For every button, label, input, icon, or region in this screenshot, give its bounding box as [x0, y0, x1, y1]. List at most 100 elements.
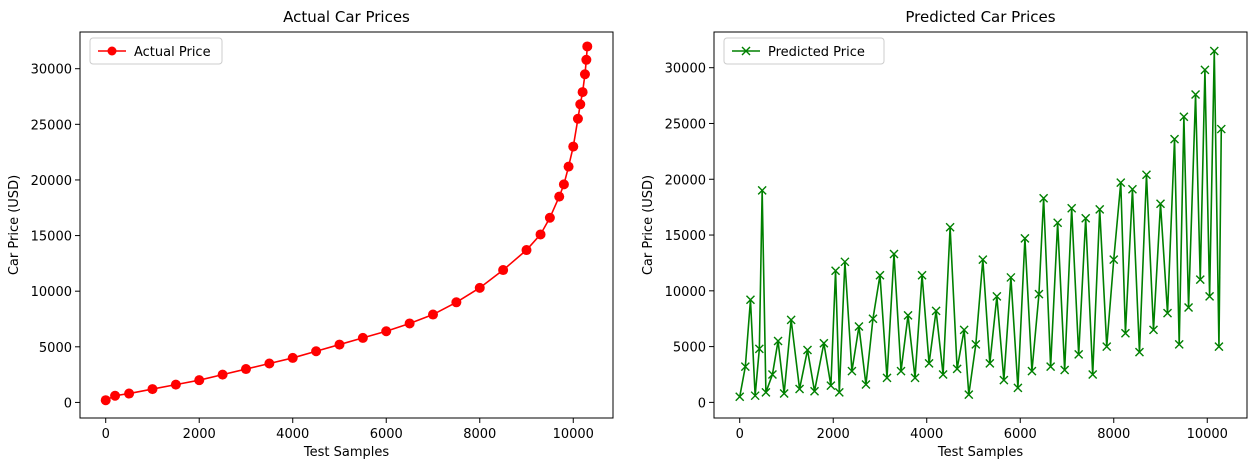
data-point	[1006, 272, 1016, 282]
marker-stroke	[754, 344, 764, 354]
data-point	[1184, 303, 1194, 313]
data-point	[1163, 308, 1173, 318]
data-point	[1120, 328, 1130, 338]
marker-stroke	[831, 266, 841, 276]
data-point	[568, 141, 579, 152]
marker-stroke	[1034, 289, 1044, 299]
data-point	[779, 388, 789, 398]
data-point	[264, 358, 275, 369]
marker-stroke	[795, 384, 805, 394]
data-point	[572, 113, 583, 124]
data-point	[826, 381, 836, 391]
data-point	[945, 222, 955, 232]
marker-stroke	[889, 249, 899, 259]
marker-stroke	[1134, 347, 1144, 357]
data-point	[964, 390, 974, 400]
x-tick-label: 6000	[370, 427, 403, 442]
marker-stroke	[847, 366, 857, 376]
data-point	[1174, 339, 1184, 349]
marker-stroke	[1046, 362, 1056, 372]
data-point	[903, 310, 913, 320]
data-point	[1060, 365, 1070, 375]
data-point	[474, 282, 485, 293]
data-point	[544, 212, 555, 223]
marker-stroke	[1039, 193, 1049, 203]
x-tick-label: 8000	[1097, 427, 1130, 442]
marker-stroke	[761, 387, 771, 397]
data-point	[1067, 203, 1077, 213]
x-tick-label: 2000	[817, 427, 850, 442]
marker-stroke	[779, 388, 789, 398]
marker-stroke	[931, 306, 941, 316]
data-point	[952, 364, 962, 374]
data-point	[924, 358, 934, 368]
data-point	[750, 391, 760, 401]
marker-stroke	[773, 336, 783, 346]
marker-stroke	[854, 322, 864, 332]
data-point	[896, 366, 906, 376]
marker-stroke	[952, 364, 962, 374]
marker-stroke	[1102, 342, 1112, 352]
legend: Actual Price	[89, 37, 223, 65]
data-point	[819, 338, 829, 348]
predicted-prices-chart: 0 2000 4000 6000 8000 10000 0 5000 10000 15000 200…	[641, 8, 1248, 460]
marker-stroke	[1156, 199, 1165, 209]
data-point	[834, 387, 844, 397]
marker-stroke	[1179, 112, 1189, 122]
data-point	[110, 390, 121, 401]
chart-title: Actual Car Prices	[283, 8, 410, 26]
data-point	[1195, 275, 1205, 285]
data-point	[910, 373, 920, 383]
marker-stroke	[1120, 328, 1130, 338]
marker-stroke	[1067, 203, 1077, 213]
y-axis-label: Car Price (USD)	[7, 175, 22, 275]
plot-area	[714, 32, 1247, 418]
legend-marker	[107, 46, 117, 56]
marker-stroke	[868, 314, 878, 324]
marker-stroke	[1053, 218, 1063, 228]
marker-stroke	[875, 270, 885, 280]
data-point	[795, 384, 805, 394]
data-point	[754, 344, 764, 354]
data-point	[1039, 193, 1049, 203]
data-point	[577, 87, 588, 98]
x-tick-label: 0	[736, 427, 744, 442]
data-point	[1102, 342, 1112, 352]
data-point	[1216, 124, 1226, 134]
marker-stroke	[938, 369, 948, 379]
marker-stroke	[1214, 342, 1224, 352]
y-tick-label: 5000	[673, 341, 706, 356]
data-point	[875, 270, 885, 280]
data-point	[847, 366, 857, 376]
marker-stroke	[992, 291, 1002, 301]
marker-stroke	[964, 390, 974, 400]
marker-stroke	[1127, 184, 1137, 194]
marker-stroke	[1060, 365, 1070, 375]
marker-stroke	[1006, 272, 1016, 282]
y-tick-label: 15000	[665, 229, 706, 244]
data-point	[554, 191, 565, 202]
data-point	[170, 379, 181, 390]
chart-title: Predicted Car Prices	[905, 8, 1055, 26]
data-point	[334, 339, 345, 350]
data-point	[498, 265, 509, 276]
x-tick-label: 4000	[276, 427, 309, 442]
marker-stroke	[1184, 303, 1194, 313]
data-point	[985, 358, 995, 368]
marker-stroke	[959, 325, 969, 335]
marker-stroke	[861, 380, 871, 390]
marker-stroke	[1116, 178, 1126, 188]
data-point	[1200, 65, 1210, 75]
data-point	[999, 375, 1009, 385]
data-point	[810, 386, 820, 396]
data-point	[1013, 383, 1023, 393]
data-point	[1179, 112, 1189, 122]
actual-prices-chart: 0 2000 4000 6000 8000 10000 0 5000 10000 15000 200…	[7, 8, 614, 460]
marker-stroke	[1195, 275, 1205, 285]
data-point	[1148, 325, 1158, 335]
data-point	[1156, 199, 1165, 209]
data-point	[889, 249, 899, 259]
data-point	[1209, 46, 1219, 56]
data-point	[745, 295, 755, 305]
